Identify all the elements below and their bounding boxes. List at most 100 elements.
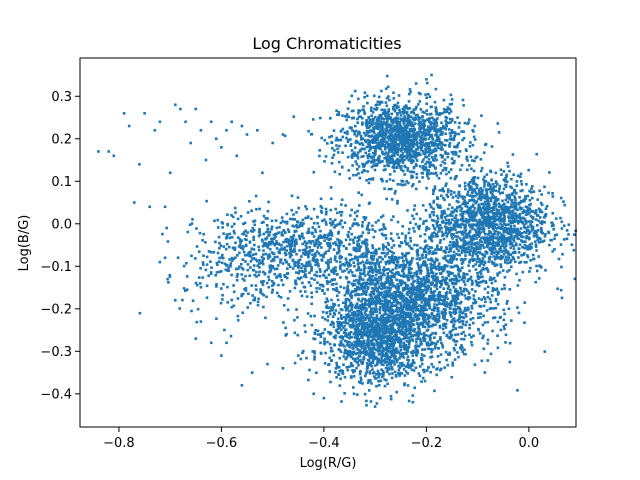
scatter-point [496, 122, 500, 125]
scatter-point [410, 184, 414, 188]
scatter-point [500, 173, 503, 176]
scatter-point [521, 270, 525, 274]
scatter-point [400, 256, 404, 260]
scatter-point [367, 181, 371, 185]
scatter-point [432, 250, 435, 254]
scatter-point [410, 161, 413, 164]
scatter-point [381, 299, 384, 303]
scatter-point [453, 298, 457, 301]
scatter-point [375, 133, 378, 137]
scatter-point [443, 162, 447, 165]
scatter-point [367, 270, 370, 274]
scatter-point [492, 240, 495, 244]
scatter-point [449, 93, 453, 97]
scatter-point [507, 223, 510, 226]
scatter-point [405, 130, 408, 133]
scatter-point [371, 258, 374, 261]
scatter-point [421, 140, 425, 144]
scatter-point [515, 243, 518, 247]
scatter-point [442, 295, 445, 298]
scatter-point [406, 313, 409, 317]
scatter-point [295, 308, 298, 311]
scatter-point [478, 259, 482, 263]
scatter-point [445, 334, 448, 338]
scatter-point [374, 104, 378, 107]
scatter-point [454, 343, 458, 347]
scatter-point [417, 315, 420, 318]
scatter-point [457, 291, 461, 295]
scatter-point [453, 320, 457, 323]
scatter-point [356, 305, 359, 308]
scatter-point [492, 208, 496, 211]
scatter-point [477, 297, 481, 300]
scatter-point [423, 331, 426, 335]
scatter-point [486, 268, 489, 271]
scatter-point [444, 122, 448, 126]
scatter-point [500, 256, 503, 260]
scatter-point [485, 309, 489, 312]
scatter-point [453, 159, 456, 163]
scatter-point [490, 206, 494, 210]
scatter-point [504, 198, 508, 202]
scatter-point [411, 317, 415, 320]
scatter-point [431, 324, 434, 328]
scatter-point [423, 128, 427, 132]
scatter-point [410, 294, 413, 297]
scatter-point [468, 250, 471, 254]
scatter-point [418, 322, 422, 326]
scatter-point [409, 296, 413, 300]
scatter-point [395, 125, 398, 129]
scatter-point [451, 218, 454, 221]
scatter-point [399, 183, 402, 186]
scatter-point [466, 306, 470, 310]
scatter-point [413, 138, 417, 141]
scatter-point [386, 161, 389, 164]
scatter-point [475, 282, 479, 285]
scatter-point [526, 245, 530, 249]
scatter-point [387, 150, 391, 154]
scatter-point [370, 165, 374, 169]
scatter-point [409, 153, 413, 157]
scatter-point [394, 144, 398, 147]
scatter-point [436, 355, 440, 358]
scatter-point [524, 213, 528, 216]
scatter-point [475, 155, 479, 159]
scatter-point [414, 113, 418, 117]
scatter-point [417, 283, 421, 286]
scatter-point [428, 249, 432, 253]
scatter-point [420, 263, 424, 267]
scatter-point [299, 290, 302, 293]
scatter-point [396, 153, 400, 156]
scatter-point [510, 198, 514, 202]
scatter-point [471, 281, 474, 285]
scatter-point [498, 187, 501, 191]
scatter-point [504, 250, 508, 254]
scatter-point [453, 244, 456, 248]
scatter-point [474, 194, 477, 198]
scatter-point [434, 345, 437, 348]
scatter-point [513, 224, 516, 228]
scatter-point [425, 102, 428, 106]
scatter-point [352, 279, 356, 283]
scatter-point [455, 238, 458, 241]
scatter-point [513, 204, 516, 208]
scatter-point [408, 132, 411, 136]
scatter-point [483, 321, 487, 324]
scatter-point [432, 365, 435, 369]
scatter-point [324, 300, 327, 304]
scatter-point [444, 279, 448, 282]
scatter-point [510, 241, 514, 245]
scatter-point [380, 177, 383, 181]
scatter-point [530, 229, 534, 232]
scatter-point [373, 94, 376, 98]
scatter-point [385, 159, 389, 163]
scatter-point [532, 257, 535, 261]
scatter-point [371, 151, 375, 155]
scatter-point [444, 255, 447, 258]
scatter-point [448, 337, 452, 340]
scatter-point [359, 304, 362, 307]
scatter-point [331, 156, 334, 159]
scatter-point [414, 148, 418, 151]
scatter-point [388, 358, 391, 361]
scatter-point [438, 204, 442, 207]
